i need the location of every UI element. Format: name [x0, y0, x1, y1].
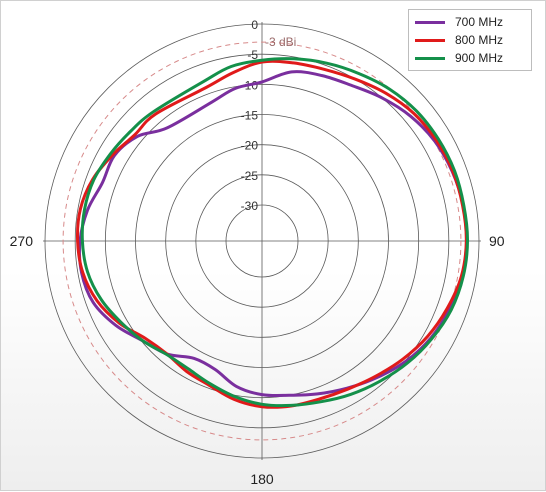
legend-swatch	[415, 20, 445, 24]
legend-swatch	[415, 56, 445, 60]
legend: 700 MHz 800 MHz 900 MHz	[408, 9, 532, 71]
legend-item: 900 MHz	[415, 49, 525, 67]
angle-label-270: 270	[10, 233, 34, 249]
legend-label: 700 MHz	[455, 15, 504, 29]
r-tick-label: -15	[241, 109, 259, 123]
r-tick-label: -30	[241, 199, 259, 213]
legend-swatch	[415, 38, 445, 42]
legend-label: 800 MHz	[455, 33, 504, 47]
reference-label: -3 dBi	[265, 35, 296, 49]
r-tick-label: -25	[241, 169, 259, 183]
r-tick-label: -20	[241, 139, 259, 153]
legend-item: 800 MHz	[415, 31, 525, 49]
r-tick-label: -5	[247, 48, 258, 62]
reference-ring	[62, 41, 462, 441]
angle-label-90: 90	[489, 233, 505, 249]
legend-label: 900 MHz	[455, 51, 504, 65]
angle-label-180: 180	[250, 471, 274, 487]
legend-item: 700 MHz	[415, 13, 525, 31]
r-tick-label: 0	[251, 18, 258, 32]
series-line	[77, 70, 469, 398]
series-line	[80, 57, 470, 408]
